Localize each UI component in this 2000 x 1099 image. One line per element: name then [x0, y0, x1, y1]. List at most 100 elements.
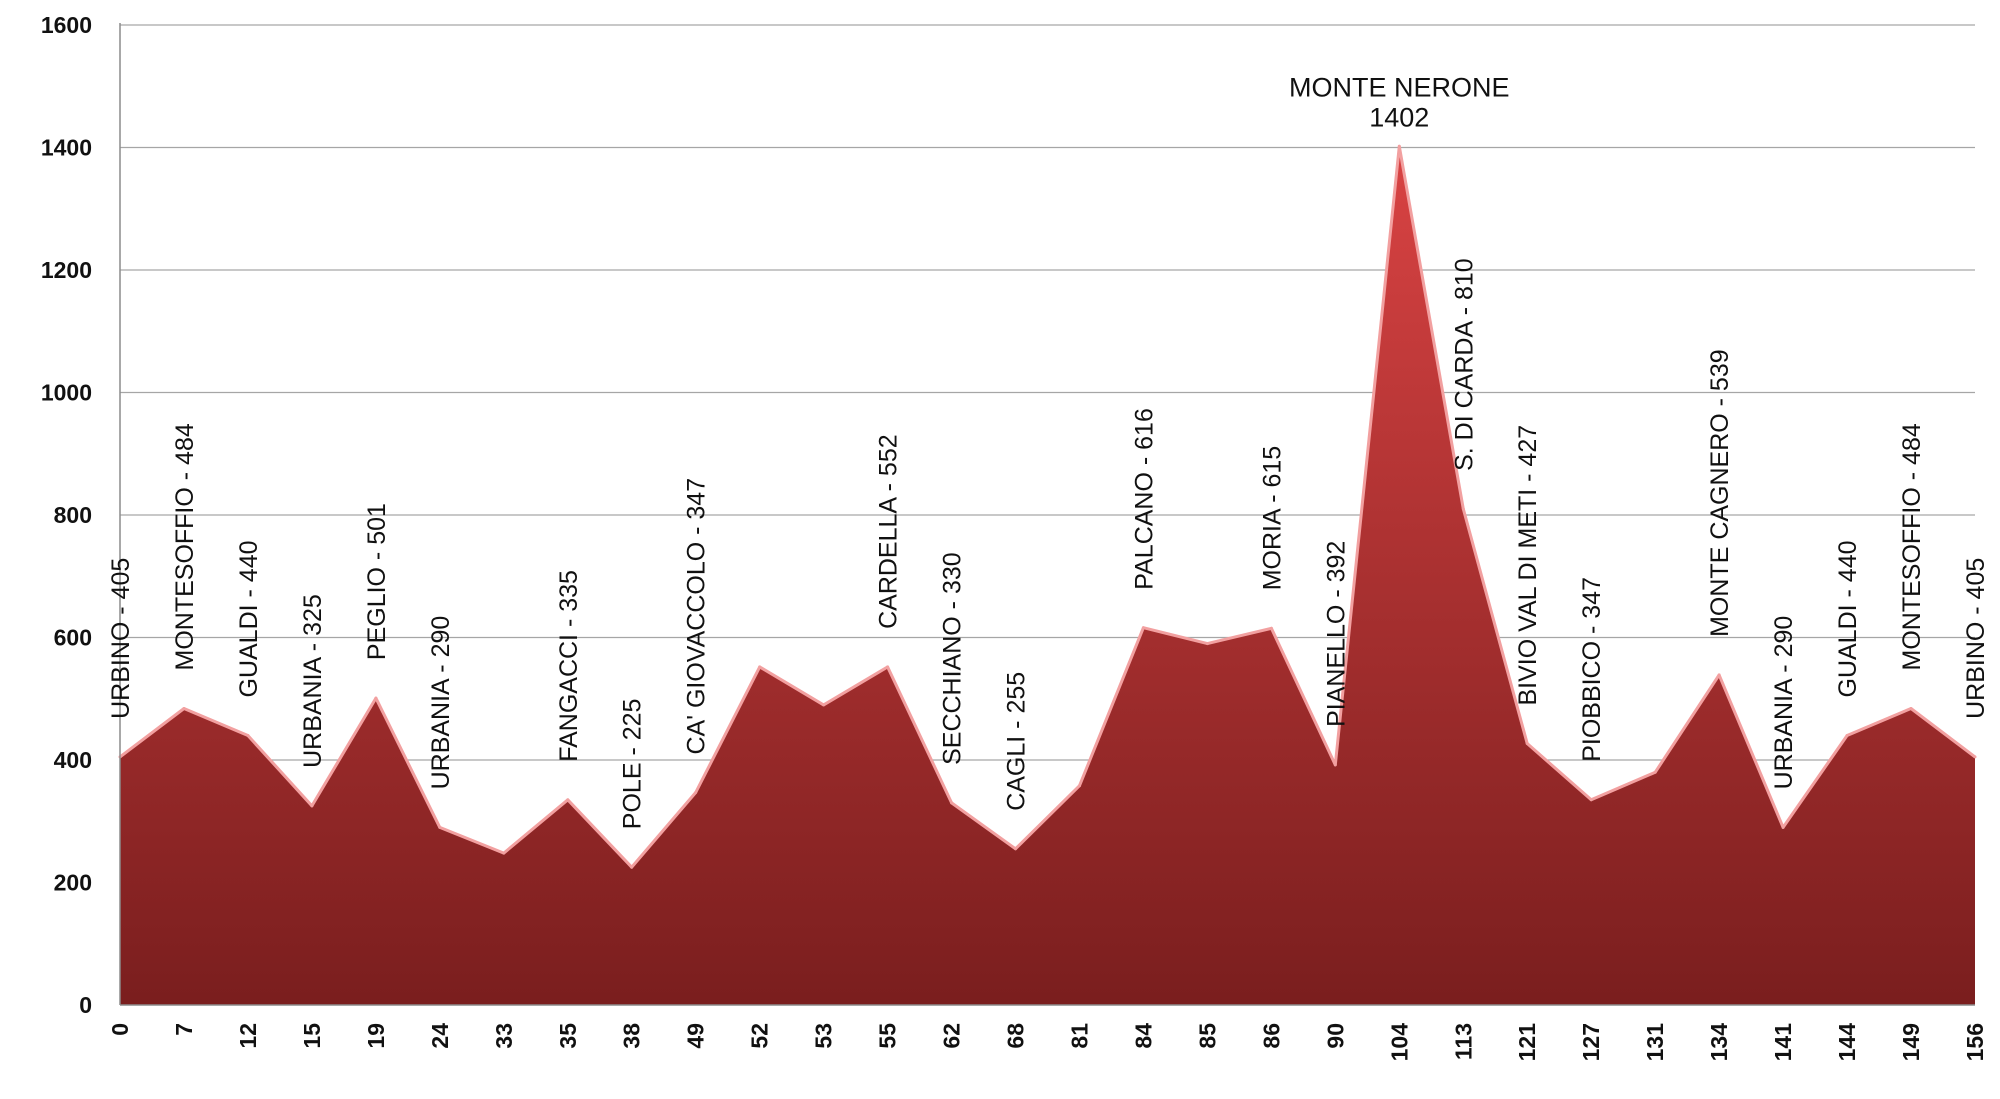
point-label: PIOBBICO - 347 [1578, 577, 1606, 762]
x-tick-label: 121 [1514, 1023, 1540, 1062]
data-point [502, 851, 506, 855]
x-tick-label: 52 [747, 1023, 773, 1049]
point-label: PALCANO - 616 [1130, 408, 1158, 590]
y-axis-tick-labels: 0 200 400 600 800 1000 1200 1400 1600 [41, 12, 92, 1018]
point-label: URBINO - 405 [1962, 558, 1990, 719]
gridlines [120, 24, 1975, 884]
x-tick-label: 0 [107, 1023, 133, 1036]
data-point [694, 791, 698, 794]
data-point [1653, 770, 1657, 774]
data-point [1717, 673, 1721, 677]
data-point [1589, 798, 1593, 802]
axes [119, 23, 1975, 1006]
y-tick-label: 0 [79, 992, 92, 1018]
point-label: BIVIO VAL DI METI - 427 [1514, 425, 1542, 706]
y-tick-label: 1600 [41, 12, 92, 38]
data-point [950, 801, 954, 805]
data-point [246, 734, 250, 737]
x-tick-label: 81 [1067, 1023, 1093, 1049]
data-point [1973, 755, 1977, 759]
point-label: FANGACCI - 335 [555, 570, 583, 762]
data-point [374, 696, 378, 700]
y-tick-label: 400 [54, 747, 92, 773]
x-tick-label: 84 [1130, 1023, 1156, 1049]
data-point [182, 707, 186, 710]
peak-value-label: 1402 [1369, 102, 1429, 132]
point-label: CAGLI - 255 [1003, 672, 1031, 811]
data-point [1141, 626, 1145, 630]
x-tick-label: 19 [363, 1023, 389, 1049]
point-label: URBANIA - 290 [427, 616, 455, 790]
data-point [1205, 642, 1209, 646]
x-tick-label: 113 [1450, 1023, 1476, 1060]
data-point [1909, 707, 1913, 710]
point-labels: URBINO - 405 MONTESOFFIO - 484 GUALDI - 44… [107, 258, 1990, 829]
x-tick-label: 85 [1194, 1023, 1220, 1049]
area-series [118, 144, 1977, 1006]
x-tick-label: 141 [1770, 1023, 1796, 1062]
data-point [1461, 507, 1465, 511]
point-label: S. DI CARDA - 810 [1450, 258, 1478, 471]
data-point [630, 865, 634, 869]
y-tick-label: 800 [54, 502, 92, 528]
point-label: PIANELLO - 392 [1322, 541, 1350, 727]
x-tick-label: 68 [1003, 1023, 1029, 1049]
x-tick-label: 35 [555, 1023, 581, 1049]
data-point [438, 825, 442, 829]
point-label: POLE - 225 [619, 699, 647, 830]
y-tick-label: 1200 [41, 257, 92, 283]
x-tick-label: 90 [1322, 1023, 1348, 1049]
x-tick-label: 127 [1578, 1023, 1604, 1061]
point-label: GUALDI - 440 [235, 540, 263, 697]
data-point [758, 665, 762, 669]
data-point [566, 798, 570, 802]
data-point [1397, 144, 1401, 148]
x-tick-label: 53 [811, 1023, 837, 1049]
x-tick-label: 33 [491, 1023, 517, 1049]
x-tick-label: 131 [1642, 1023, 1668, 1062]
x-tick-label: 12 [235, 1023, 261, 1049]
point-label: SECCHIANO - 330 [939, 552, 967, 765]
point-label: MONTESOFFIO - 484 [171, 423, 199, 670]
x-tick-label: 24 [427, 1023, 453, 1049]
peak-annotation: MONTE NERONE 1402 [1289, 72, 1510, 132]
data-point [1014, 847, 1017, 851]
data-point [1269, 626, 1273, 630]
elevation-area [120, 146, 1975, 1006]
point-label: GUALDI - 440 [1834, 540, 1862, 697]
point-label: URBANIA - 290 [1770, 616, 1798, 790]
y-tick-label: 1400 [41, 135, 92, 161]
x-tick-label: 38 [619, 1023, 645, 1049]
point-label: CA' GIOVACCOLO - 347 [683, 478, 711, 755]
peak-name-label: MONTE NERONE [1289, 72, 1510, 102]
y-tick-label: 200 [54, 870, 92, 896]
data-point [886, 665, 890, 669]
point-label: URBANIA - 325 [299, 594, 327, 768]
point-label: MORIA - 615 [1258, 446, 1286, 591]
data-point [1845, 734, 1849, 737]
data-point [1781, 825, 1785, 829]
x-tick-label: 149 [1898, 1023, 1924, 1061]
y-tick-label: 1000 [41, 380, 92, 406]
x-tick-label: 86 [1258, 1023, 1284, 1049]
data-point [1525, 742, 1529, 745]
x-tick-label: 62 [939, 1023, 965, 1049]
point-label: PEGLIO - 501 [363, 503, 391, 660]
elevation-line [119, 144, 1976, 869]
point-label: CARDELLA - 552 [875, 434, 903, 629]
x-tick-label: 55 [875, 1023, 901, 1049]
x-tick-label: 156 [1962, 1023, 1988, 1061]
point-label: URBINO - 405 [107, 558, 135, 719]
data-point [310, 804, 314, 808]
x-tick-label: 7 [171, 1023, 197, 1036]
x-axis-tick-labels: 0 7 12 15 19 24 33 35 38 49 52 53 55 62 68 81 84 85 86 90 10… [107, 1023, 1988, 1062]
x-tick-label: 104 [1386, 1023, 1412, 1062]
y-tick-label: 600 [54, 625, 92, 651]
x-tick-label: 49 [683, 1023, 709, 1049]
x-tick-label: 134 [1706, 1023, 1732, 1062]
data-point [1078, 784, 1081, 788]
point-label: MONTESOFFIO - 484 [1898, 423, 1926, 670]
x-tick-label: 15 [299, 1023, 325, 1049]
data-point [822, 703, 826, 707]
